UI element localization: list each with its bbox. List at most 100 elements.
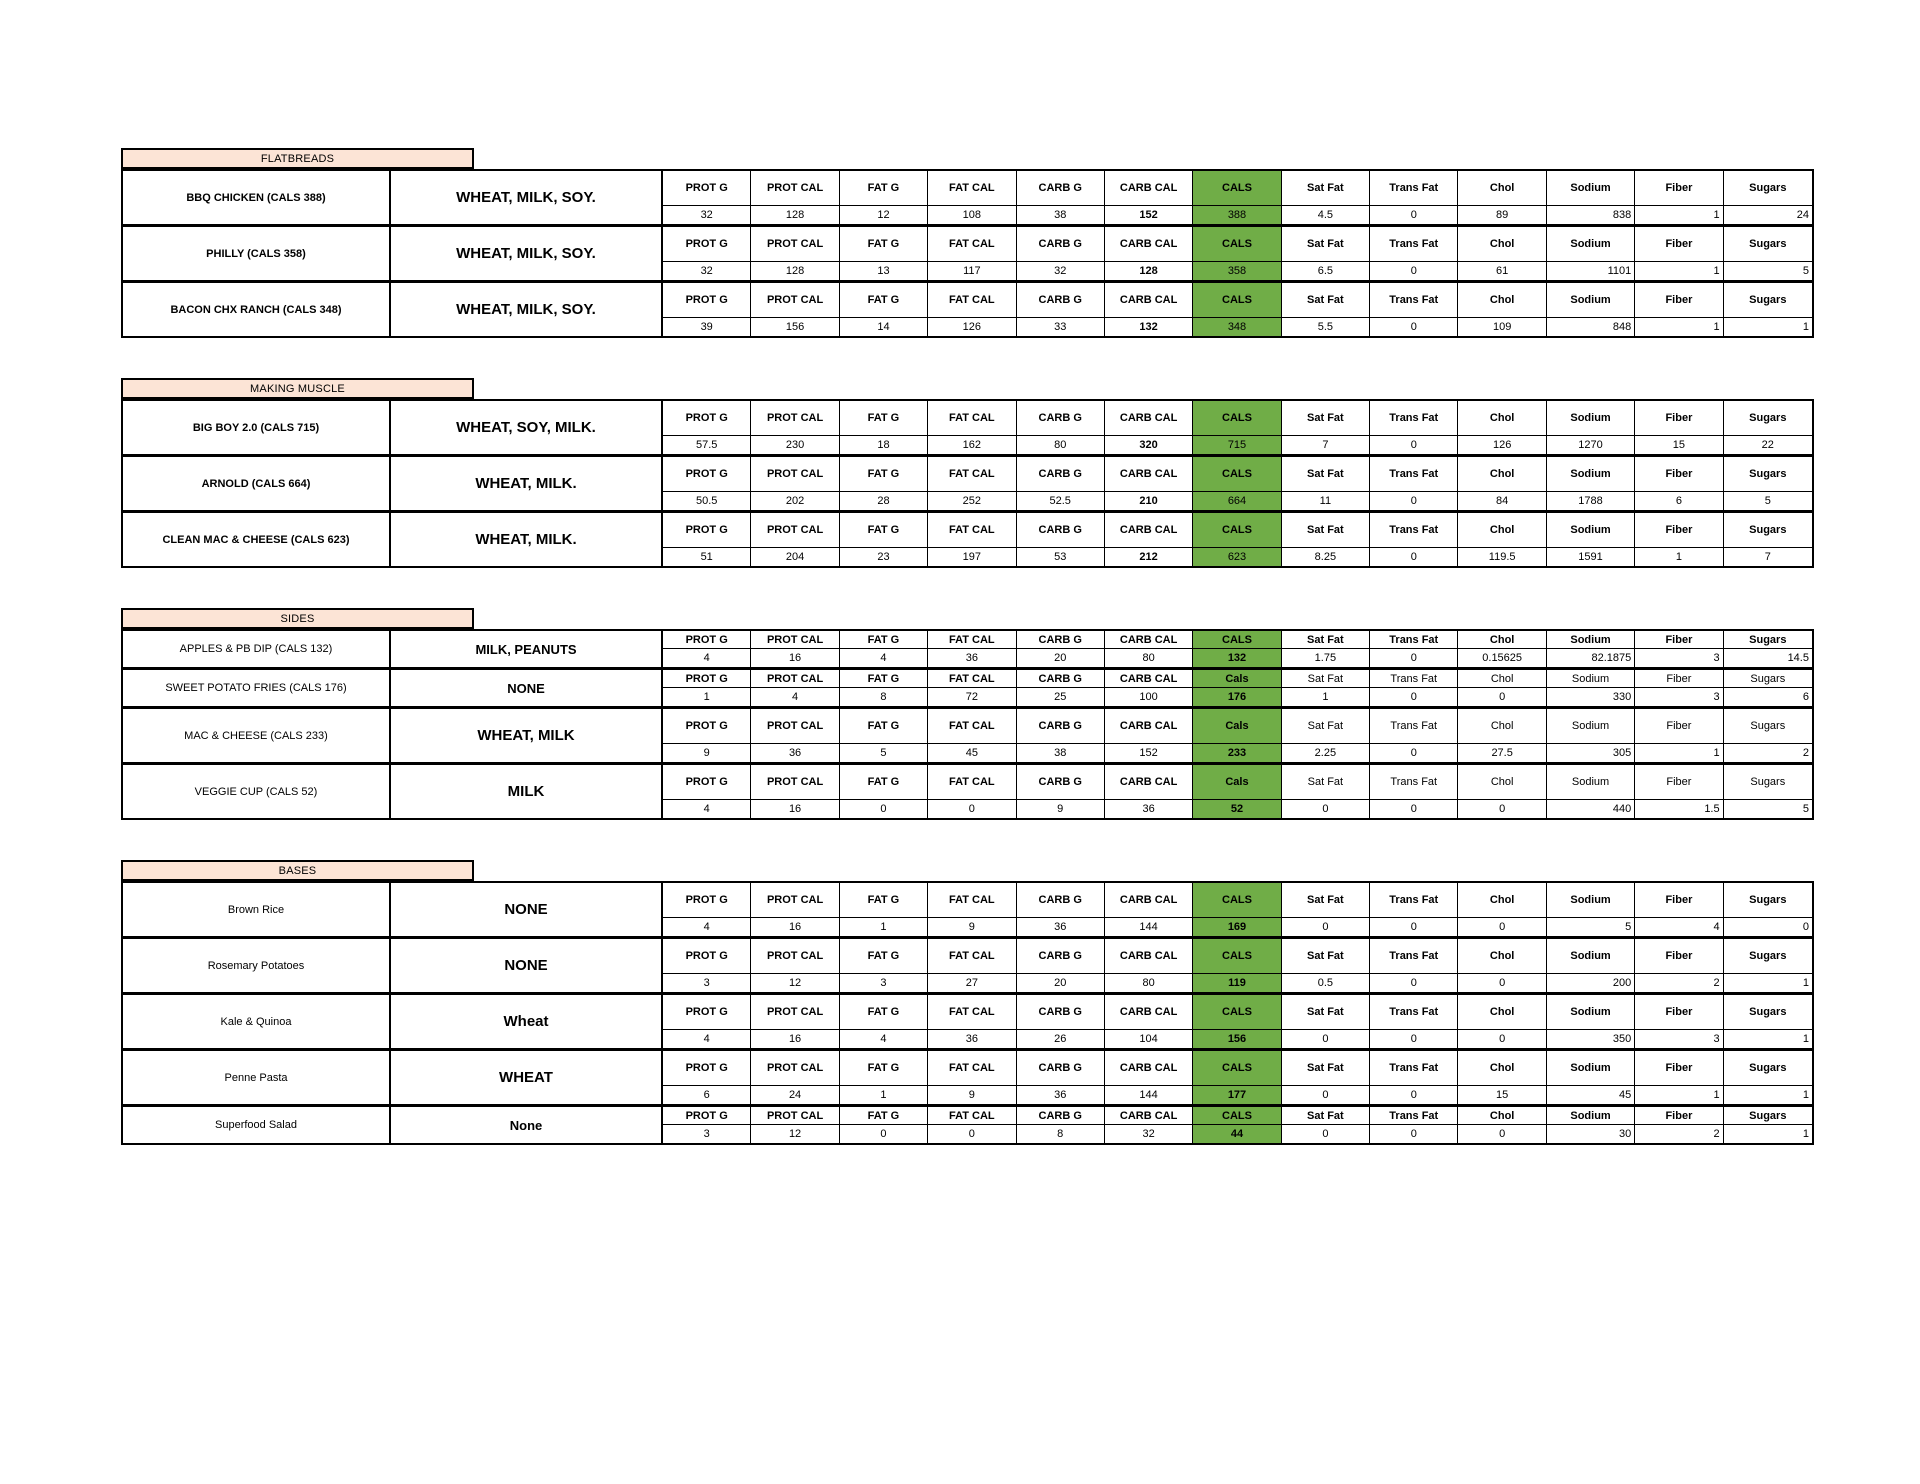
nutrient-column-prot-g: PROT G 3 xyxy=(663,1107,752,1143)
column-value: 2 xyxy=(1713,977,1720,989)
column-value: 126 xyxy=(1492,439,1512,451)
cals-column: Cals 233 xyxy=(1193,709,1282,762)
column-value: 1 xyxy=(703,691,710,703)
table-row: BBQ CHICKEN (CALS 388) WHEAT, MILK, SOY. P… xyxy=(121,169,1814,226)
nutrient-column-sat-fat: Sat Fat 0 xyxy=(1281,1107,1371,1143)
item-name: SWEET POTATO FRIES (CALS 176) xyxy=(123,670,391,706)
column-value: 44 xyxy=(1193,1125,1281,1143)
column-header: Chol xyxy=(1458,631,1546,649)
nutrient-column-chol: Chol 126 xyxy=(1458,401,1547,454)
nutrient-column-carb-g: CARB G 9 xyxy=(1016,765,1105,818)
column-header: PROT CAL xyxy=(751,670,839,688)
nutrient-column-sodium: Sodium 1591 xyxy=(1546,513,1636,566)
column-value: 45 xyxy=(965,747,978,759)
column-value: 3 xyxy=(703,977,710,989)
column-value: 36 xyxy=(965,652,978,664)
column-value: 0 xyxy=(1410,265,1417,277)
nutrient-column-fiber: Fiber 2 xyxy=(1635,1107,1724,1143)
section-flatbreads: FLATBREADS BBQ CHICKEN (CALS 388) WHEAT, M… xyxy=(121,148,1814,338)
nutrient-column-carb-cal: CARB CAL 210 xyxy=(1104,457,1194,510)
nutrient-column-fat-cal: FAT CAL 36 xyxy=(928,995,1017,1048)
column-header: FAT G xyxy=(839,513,928,548)
column-header: Sodium xyxy=(1546,631,1635,649)
table-row: Rosemary Potatoes NONE PROT G 3 PROT CAL 12 FA… xyxy=(121,937,1814,994)
column-value: 1 xyxy=(1802,977,1809,989)
column-header: Sat Fat xyxy=(1281,995,1370,1030)
nutrient-column-fiber: Fiber 3 xyxy=(1635,995,1724,1048)
column-header: Sugars xyxy=(1723,765,1812,800)
column-value: 358 xyxy=(1193,262,1281,280)
nutrient-column-chol: Chol 27.5 xyxy=(1458,709,1547,762)
nutrient-column-trans-fat: Trans Fat 0 xyxy=(1370,401,1459,454)
column-value: 16 xyxy=(788,652,802,664)
table-row: Brown Rice NONE PROT G 4 PROT CAL 16 FAT G 1 FAT… xyxy=(121,881,1814,938)
column-value: 8 xyxy=(880,691,887,703)
column-value: 5 xyxy=(1802,803,1809,815)
cals-column: CALS 119 xyxy=(1193,939,1282,992)
item-name: CLEAN MAC & CHEESE (CALS 623) xyxy=(123,513,391,566)
column-value: 0 xyxy=(968,803,975,815)
nutrient-column-trans-fat: Trans Fat 0 xyxy=(1370,631,1459,667)
nutrient-column-prot-g: PROT G 4 xyxy=(663,883,752,936)
nutrient-column-trans-fat: Trans Fat 0 xyxy=(1370,1107,1459,1143)
nutrient-column-fiber: Fiber 1 xyxy=(1635,171,1724,224)
nutrient-column-trans-fat: Trans Fat 0 xyxy=(1370,171,1459,224)
nutrient-column-carb-cal: CARB CAL 80 xyxy=(1104,939,1194,992)
column-header: Sodium xyxy=(1546,883,1635,918)
column-header: Sugars xyxy=(1723,1051,1812,1086)
column-header: CARB CAL xyxy=(1104,1107,1193,1125)
cals-column: CALS 348 xyxy=(1193,283,1282,336)
column-header: Fiber xyxy=(1635,765,1723,800)
cals-column: CALS 623 xyxy=(1193,513,1282,566)
column-header: Sugars xyxy=(1723,939,1812,974)
nutrient-column-carb-cal: CARB CAL 36 xyxy=(1104,765,1194,818)
column-value: 200 xyxy=(1612,977,1632,989)
nutrient-column-sodium: Sodium 1788 xyxy=(1546,457,1636,510)
column-header: CALS xyxy=(1193,995,1281,1030)
column-header: PROT G xyxy=(663,765,751,800)
nutrient-column-carb-g: CARB G 32 xyxy=(1016,227,1105,280)
column-header: Chol xyxy=(1458,939,1546,974)
column-value: 162 xyxy=(962,439,982,451)
allergen-list: MILK, PEANUTS xyxy=(391,631,663,667)
column-header: Chol xyxy=(1458,171,1546,206)
column-value: 50.5 xyxy=(695,495,718,507)
nutrient-column-fiber: Fiber 1 xyxy=(1635,283,1724,336)
nutrient-column-carb-g: CARB G 38 xyxy=(1016,171,1105,224)
item-name: VEGGIE CUP (CALS 52) xyxy=(123,765,391,818)
nutrient-column-fat-g: FAT G 23 xyxy=(839,513,929,566)
column-header: FAT CAL xyxy=(928,227,1016,262)
nutrient-column-sat-fat: Sat Fat 4.5 xyxy=(1281,171,1371,224)
nutrient-column-carb-cal: CARB CAL 320 xyxy=(1104,401,1194,454)
nutrient-column-trans-fat: Trans Fat 0 xyxy=(1370,283,1459,336)
column-value: 0 xyxy=(1499,691,1506,703)
column-value: 9 xyxy=(1057,803,1064,815)
nutrient-column-prot-g: PROT G 1 xyxy=(663,670,752,706)
item-name: Brown Rice xyxy=(123,883,391,936)
column-header: Cals xyxy=(1193,709,1281,744)
nutrient-column-fat-cal: FAT CAL 9 xyxy=(928,883,1017,936)
nutrient-column-sat-fat: Sat Fat 5.5 xyxy=(1281,283,1371,336)
column-value: 0 xyxy=(1499,921,1506,933)
column-value: 5 xyxy=(1625,921,1632,933)
column-header: Fiber xyxy=(1635,939,1723,974)
nutrient-column-carb-cal: CARB CAL 132 xyxy=(1104,283,1194,336)
nutrient-column-trans-fat: Trans Fat 0 xyxy=(1370,1051,1459,1104)
nutrient-column-fat-g: FAT G 28 xyxy=(839,457,929,510)
column-header: PROT CAL xyxy=(751,883,839,918)
nutrient-column-prot-cal: PROT CAL 128 xyxy=(751,171,840,224)
nutrient-column-sat-fat: Sat Fat 1.75 xyxy=(1281,631,1371,667)
nutrient-column-fat-g: FAT G 1 xyxy=(839,883,929,936)
column-header: Sat Fat xyxy=(1281,283,1370,318)
nutrient-column-fat-cal: FAT CAL 0 xyxy=(928,765,1017,818)
column-value: 0 xyxy=(1410,551,1417,563)
column-header: PROT G xyxy=(663,283,751,318)
item-name: BACON CHX RANCH (CALS 348) xyxy=(123,283,391,336)
cals-column: CALS 177 xyxy=(1193,1051,1282,1104)
allergen-list: WHEAT, MILK. xyxy=(391,457,663,510)
column-value: 664 xyxy=(1193,492,1281,510)
column-header: Chol xyxy=(1458,709,1546,744)
column-value: 210 xyxy=(1139,495,1158,507)
section-tab: BASES xyxy=(121,860,474,881)
column-value: 1 xyxy=(1675,551,1682,563)
